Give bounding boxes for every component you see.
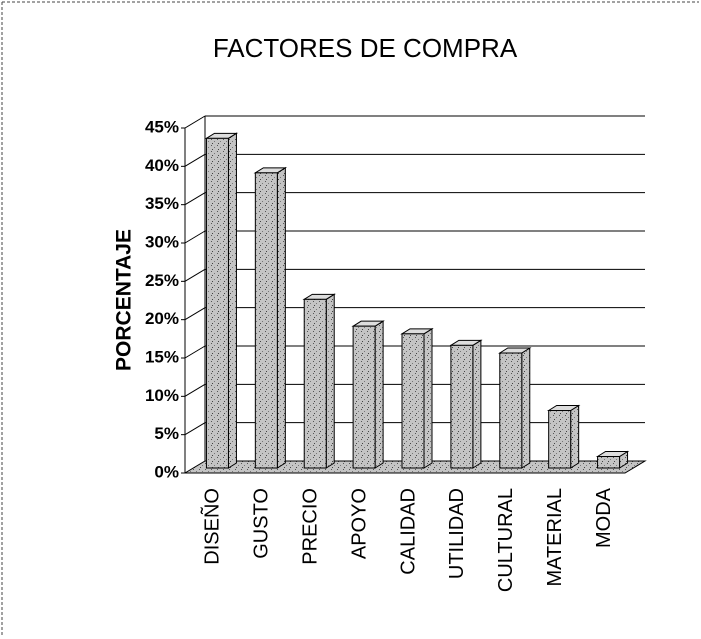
grid-line (184, 192, 206, 206)
bar-side (325, 293, 335, 469)
bar (401, 333, 425, 469)
x-tick-label: GUSTO (251, 488, 273, 559)
y-tick-label: 30% (145, 232, 179, 251)
bar (352, 325, 376, 469)
bar (303, 298, 327, 469)
bar-side (570, 404, 580, 469)
y-tick-label: 40% (145, 156, 179, 175)
x-tick-label: MATERIAL (544, 488, 566, 587)
x-tick-label: CULTURAL (495, 488, 517, 592)
y-tick-label: 25% (145, 271, 179, 290)
bar (597, 456, 621, 469)
y-tick-label: 20% (145, 309, 179, 328)
bar (548, 410, 572, 469)
grid-line (184, 307, 206, 321)
x-tick-label: APOYO (348, 488, 370, 559)
bar (254, 172, 278, 469)
grid-line (184, 268, 206, 282)
bar-side (276, 166, 286, 469)
y-tick-label: 45% (145, 117, 179, 136)
grid-line (184, 383, 206, 397)
y-tick-label: 15% (145, 347, 179, 366)
x-tick-label: DISEÑO (200, 488, 224, 565)
y-tick-label: 0% (154, 462, 179, 481)
x-tick-label: CALIDAD (397, 488, 419, 575)
bar-side (472, 339, 482, 469)
bar-side (374, 320, 384, 469)
grid-line (184, 153, 206, 167)
grid-line (184, 115, 206, 129)
bar (499, 352, 523, 469)
bar (450, 344, 474, 469)
grid-line (184, 422, 206, 436)
x-tick-label: PRECIO (300, 488, 322, 565)
y-tick-label: 5% (154, 424, 179, 443)
y-axis-label: PORCENTAJE (113, 229, 136, 371)
x-tick-label: MODA (593, 487, 615, 548)
grid-line (184, 345, 206, 359)
y-tick-label: 10% (145, 386, 179, 405)
bar (205, 137, 229, 469)
grid-line (184, 230, 206, 244)
x-tick-label: UTILIDAD (446, 488, 468, 579)
bar-side (521, 347, 531, 469)
bar-side (423, 327, 433, 469)
bar-side (227, 132, 237, 469)
chart-title: FACTORES DE COMPRA (213, 33, 518, 63)
y-tick-label: 35% (145, 194, 179, 213)
